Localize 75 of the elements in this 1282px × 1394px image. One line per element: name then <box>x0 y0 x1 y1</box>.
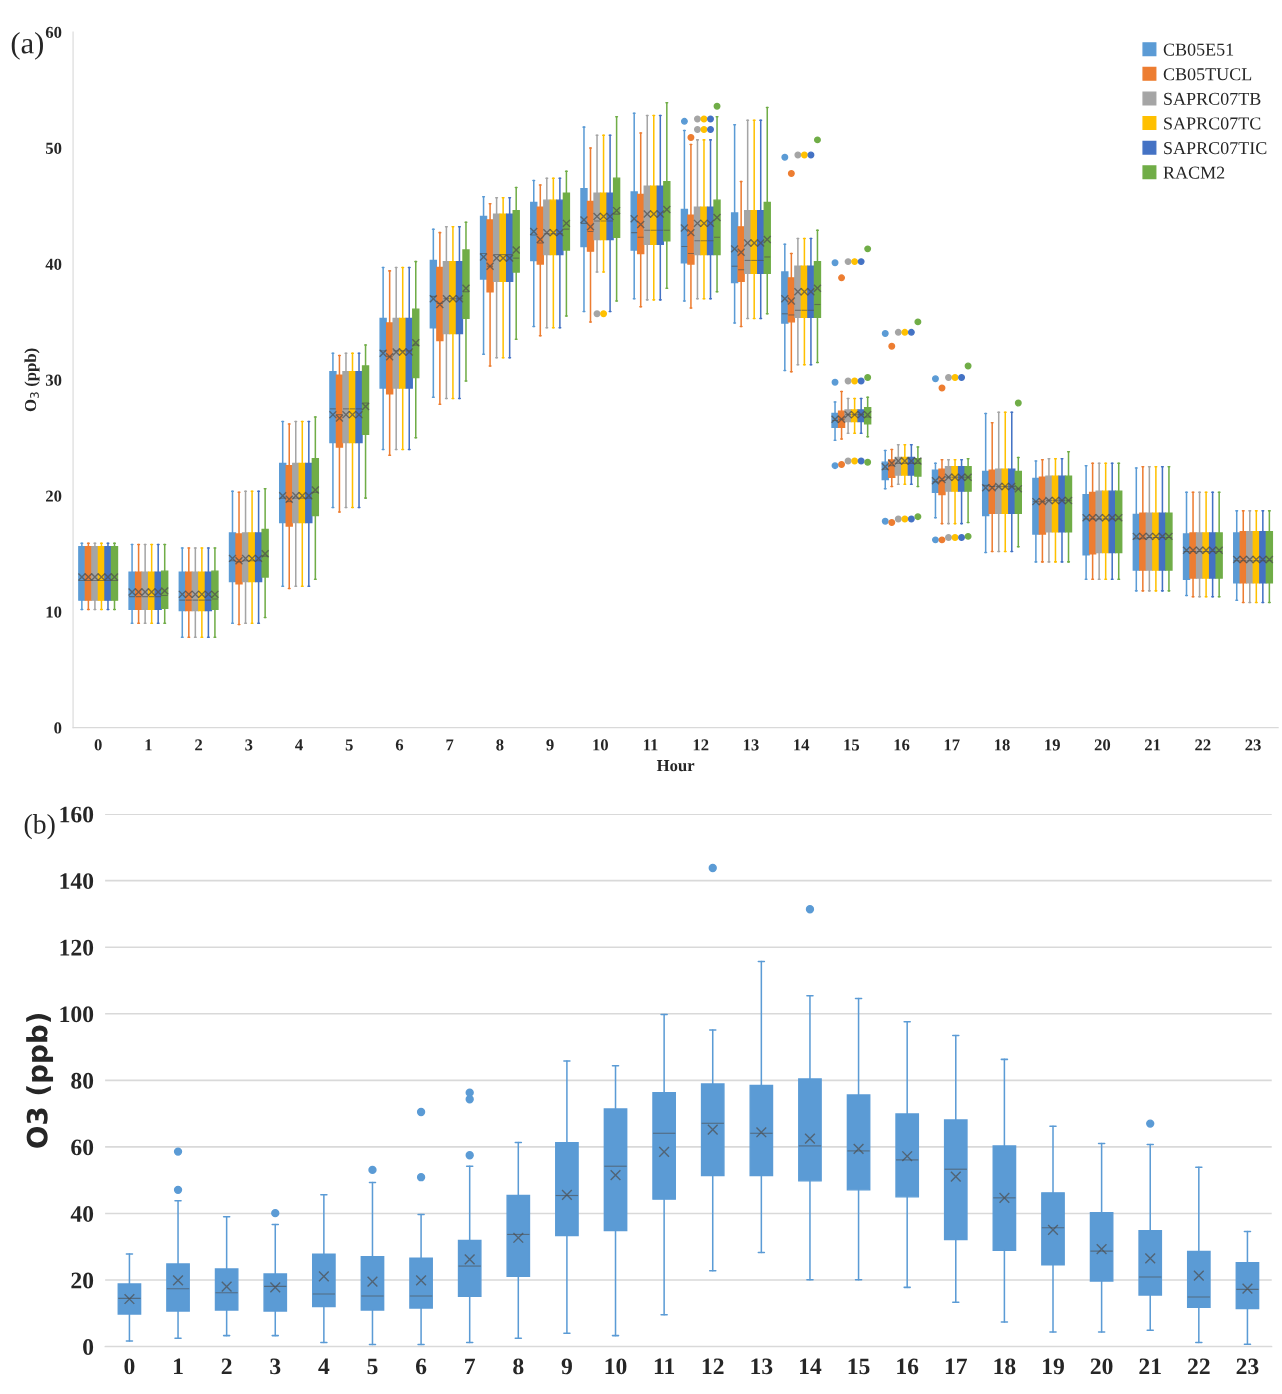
x-tick-label: 3 <box>270 1358 281 1375</box>
x-tick-label: 23 <box>1236 1358 1259 1375</box>
y-tick-label: 0 <box>83 1339 94 1356</box>
x-tick-label: 9 <box>561 1358 572 1375</box>
y-tick-label: 160 <box>60 806 94 823</box>
x-tick-label: 4 <box>295 739 303 751</box>
x-tick-label: 7 <box>465 1358 476 1375</box>
x-tick-label: 23 <box>1245 739 1261 751</box>
y-tick-label: 140 <box>60 873 94 890</box>
x-tick-label: 13 <box>743 739 759 751</box>
x-tick-label: 11 <box>654 1358 675 1375</box>
x-tick-label: 20 <box>1090 1358 1113 1375</box>
legend-label: SAPRC07TIC <box>1164 141 1267 155</box>
x-tick-label: 17 <box>945 1358 968 1375</box>
x-tick-label: 5 <box>345 739 353 751</box>
x-tick-label: 3 <box>245 739 253 751</box>
x-tick-label: 21 <box>1139 1358 1161 1375</box>
x-tick-label: 14 <box>800 1358 822 1375</box>
y-axis-title: O3 (ppb) <box>26 1013 54 1148</box>
y-tick-label: 60 <box>45 26 62 39</box>
x-tick-label: 7 <box>446 739 454 751</box>
x-tick-label: 14 <box>794 739 810 751</box>
x-tick-label: 16 <box>894 739 910 751</box>
x-tick-label: 19 <box>1045 739 1060 751</box>
legend-label: RACM2 <box>1163 166 1225 179</box>
y-axis-title: O$_{3}$ (ppb) <box>24 348 40 412</box>
x-tick-label: 18 <box>994 739 1010 751</box>
x-tick-label: 13 <box>751 1358 773 1375</box>
x-tick-label: 0 <box>94 739 102 751</box>
y-tick-label: 30 <box>45 374 62 386</box>
x-tick-label: 1 <box>145 739 152 751</box>
y-tick-label: 60 <box>71 1139 94 1156</box>
x-tick-label: 18 <box>994 1358 1016 1375</box>
y-tick-label: 40 <box>45 258 62 270</box>
x-axis-title: Hour <box>656 760 695 772</box>
x-tick-label: 6 <box>395 739 404 751</box>
x-tick-label: 22 <box>1188 1358 1210 1375</box>
x-tick-label: 1 <box>174 1358 183 1375</box>
x-tick-label: 2 <box>195 739 203 751</box>
chart-title: (b) <box>24 814 55 840</box>
y-tick-label: 20 <box>46 490 62 502</box>
legend-label: SAPRC07TB <box>1164 92 1261 105</box>
y-tick-label: 10 <box>46 606 62 618</box>
legend-label: CB05E51 <box>1163 43 1234 56</box>
x-tick-label: 21 <box>1144 739 1161 751</box>
x-tick-label: 22 <box>1195 739 1211 751</box>
x-tick-label: 9 <box>546 739 554 751</box>
x-tick-label: 10 <box>605 1358 627 1375</box>
x-tick-label: 15 <box>844 739 860 751</box>
y-tick-label: 0 <box>54 722 62 734</box>
x-tick-label: 6 <box>415 1358 427 1375</box>
x-tick-label: 20 <box>1094 739 1111 751</box>
x-tick-label: 4 <box>318 1358 330 1375</box>
x-tick-label: 5 <box>367 1358 378 1375</box>
x-tick-label: 10 <box>593 739 608 751</box>
x-tick-label: 16 <box>897 1358 919 1375</box>
y-tick-label: 40 <box>70 1205 94 1222</box>
x-tick-label: 12 <box>693 739 709 751</box>
x-tick-label: 8 <box>513 1358 524 1375</box>
y-tick-label: 50 <box>45 142 62 154</box>
y-tick-label: 20 <box>71 1272 94 1289</box>
x-tick-label: 11 <box>643 739 658 751</box>
x-tick-label: 17 <box>944 739 960 751</box>
chart-title: (a) <box>11 32 43 60</box>
legend-label: CB05TUCL <box>1163 68 1252 81</box>
y-tick-label: 120 <box>60 939 94 956</box>
x-tick-label: 19 <box>1043 1358 1064 1375</box>
x-tick-label: 15 <box>848 1358 870 1375</box>
x-tick-label: 0 <box>124 1358 135 1375</box>
y-tick-label: 80 <box>71 1072 94 1089</box>
x-tick-label: 8 <box>496 739 504 751</box>
x-tick-label: 2 <box>221 1358 232 1375</box>
x-tick-label: 12 <box>702 1358 724 1375</box>
legend-label: SAPRC07TC <box>1164 117 1261 130</box>
y-tick-label: 100 <box>60 1006 94 1023</box>
